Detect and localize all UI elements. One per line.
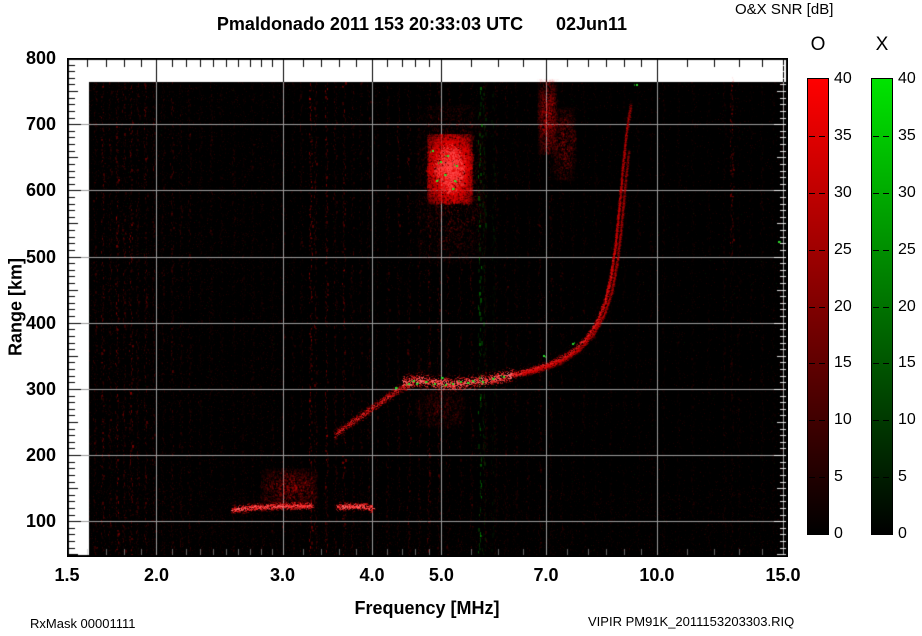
colorbar-x-label: X (875, 34, 889, 55)
colorbar-tick-mark (819, 420, 825, 422)
colorbar-tick-label: 40 (834, 70, 852, 87)
colorbar-tick-label: 15 (898, 354, 916, 372)
x-tick-label: 15.0 (765, 565, 801, 585)
y-tick-label: 600 (25, 180, 56, 201)
date-label: 02Jun11 (556, 14, 628, 34)
colorbar-tick-mark (809, 192, 815, 194)
colorbar-tick-label: 25 (834, 240, 852, 258)
y-tick-label: 100 (25, 511, 56, 532)
colorbar-tick-label: 35 (898, 126, 916, 144)
y-tick-label: 500 (25, 246, 56, 267)
colorbar-tick-label: 10 (898, 411, 916, 429)
colorbar-tick-mark (873, 363, 879, 365)
colorbar-tick-mark (883, 192, 889, 194)
x-axis-title: Frequency [MHz] (354, 598, 500, 618)
x-tick-label: 7.0 (533, 565, 559, 585)
x-tick-label: 5.0 (428, 565, 454, 585)
colorbar-tick-label: 35 (834, 126, 852, 144)
colorbar-tick-mark (809, 135, 815, 137)
x-tick-label: 3.0 (270, 565, 296, 585)
colorbar-tick-mark (883, 249, 889, 251)
y-tick-label: 200 (25, 445, 56, 466)
x-tick-label: 4.0 (359, 565, 385, 585)
colorbar-tick-label: 10 (834, 411, 852, 429)
x-tick-label: 2.0 (143, 565, 169, 585)
y-axis-title: Range [km] (5, 257, 26, 357)
ionogram-plot-canvas (67, 58, 788, 557)
colorbar-tick-mark (883, 135, 889, 137)
colorbar-tick-label: 15 (834, 354, 852, 372)
colorbar-tick-mark (873, 135, 879, 137)
colorbar-tick-mark (809, 477, 815, 479)
colorbar-tick-mark (883, 306, 889, 308)
colorbar-tick-mark (873, 477, 879, 479)
colorbar-tick-label: 0 (898, 525, 907, 542)
colorbar-tick-mark (819, 477, 825, 479)
colorbar-tick-mark (809, 420, 815, 422)
colorbar-tick-label: 30 (898, 183, 916, 201)
colorbar-tick-mark (809, 249, 815, 251)
colorbar-tick-mark (873, 306, 879, 308)
colorbar-tick-mark (819, 192, 825, 194)
colorbar-tick-label: 5 (834, 468, 843, 486)
colorbar-title: O&X SNR [dB] (735, 1, 834, 18)
y-tick-label: 700 (25, 114, 56, 135)
page-title: Pmaldonado 2011 153 20:33:03 UTC (216, 14, 524, 34)
y-tick-label: 300 (25, 378, 56, 399)
colorbar-tick-label: 0 (834, 525, 843, 542)
colorbar-tick-label: 20 (834, 297, 852, 315)
x-tick-label: 10.0 (639, 565, 675, 585)
colorbar-tick-mark (809, 306, 815, 308)
colorbar-tick-label: 5 (898, 468, 907, 486)
rxmask-label: RxMask 00001111 (30, 616, 136, 631)
colorbar-tick-label: 20 (898, 297, 916, 315)
colorbar-tick-label: 25 (898, 240, 916, 258)
colorbar-tick-mark (873, 249, 879, 251)
colorbar-tick-label: 40 (898, 70, 916, 87)
colorbar-tick-label: 30 (834, 183, 852, 201)
colorbar-tick-mark (873, 192, 879, 194)
colorbar-tick-mark (883, 420, 889, 422)
colorbar-tick-mark (873, 420, 879, 422)
colorbar-tick-mark (819, 363, 825, 365)
colorbar-o-label: O (810, 34, 826, 55)
y-tick-label: 800 (25, 48, 56, 68)
colorbar-tick-mark (809, 363, 815, 365)
x-tick-label: 1.5 (54, 565, 80, 585)
colorbar-tick-mark (819, 306, 825, 308)
colorbar-tick-mark (883, 363, 889, 365)
colorbar-tick-mark (819, 135, 825, 137)
source-file-label: VIPIR PM91K_2011153203303.RIQ (588, 614, 795, 629)
colorbar-tick-mark (883, 477, 889, 479)
y-tick-label: 400 (25, 312, 56, 333)
colorbar-tick-mark (819, 249, 825, 251)
